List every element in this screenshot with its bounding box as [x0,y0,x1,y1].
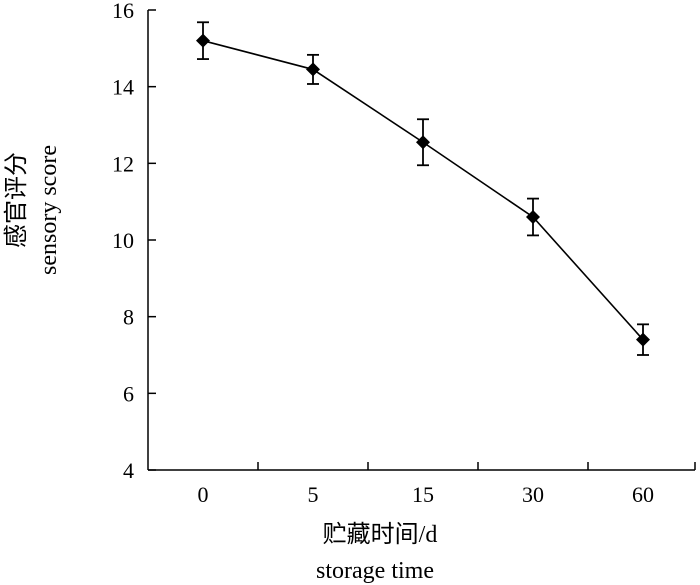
y-tick-label: 6 [123,381,134,406]
x-axis-title-chinese: 贮藏时间/d [323,521,438,548]
series-line [202,39,644,341]
y-tick-label: 12 [112,151,134,176]
data-point-marker [636,332,650,347]
x-tick-label: 15 [412,482,434,507]
y-axis-ticks: 4 6 8 10 12 14 16 [112,0,156,483]
x-tick-label: 0 [198,482,209,507]
data-point-marker [416,135,430,150]
data-point-marker [196,33,210,48]
y-tick-label: 16 [112,0,134,23]
data-point-marker [526,210,540,224]
series-sensory-score [196,21,650,356]
y-axis-title-english: sensory score [36,145,62,275]
y-axis-title-chinese: 感官评分 [3,152,30,248]
data-point-marker [306,62,320,77]
y-tick-label: 4 [123,458,134,483]
x-tick-label: 5 [308,482,319,507]
x-tick-label: 60 [632,482,654,507]
y-tick-label: 8 [123,305,134,330]
x-axis-title-english: storage time [316,558,434,584]
x-axis-ticks: 0 5 15 30 60 [198,462,696,507]
axes [147,10,695,471]
y-tick-label: 14 [112,75,134,100]
x-tick-label: 30 [522,482,544,507]
y-tick-label: 10 [112,228,134,253]
